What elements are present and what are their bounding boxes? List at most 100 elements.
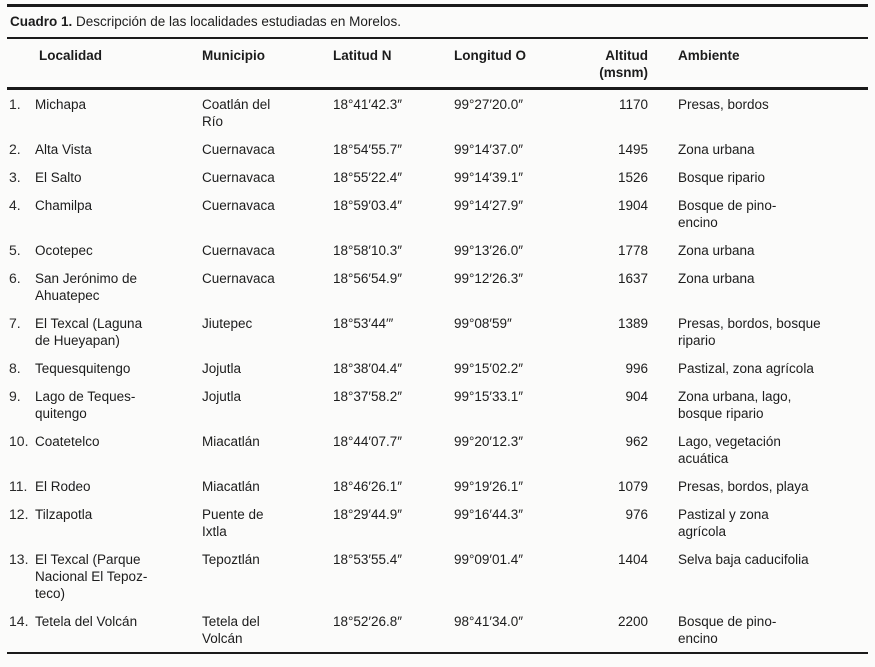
row-number: 4. <box>9 196 21 213</box>
row-number: 12. <box>9 505 29 522</box>
cell-municipio: Cuernavaca <box>202 197 275 213</box>
cell-ambiente: Zona urbana, lago, bosque ripario <box>678 388 792 421</box>
cell-localidad: Tetela del Volcán <box>35 613 138 629</box>
header-municipio: Municipio <box>202 39 333 90</box>
cell-longitud: 99°16′44.3″ <box>454 506 524 522</box>
header-longitud: Longitud O <box>454 39 572 90</box>
cell-altitud: 1079 <box>617 478 648 494</box>
cell-municipio: Cuernavaca <box>202 169 275 185</box>
table-row: 4. Chamilpa Cuernavaca 18°59′03.4″ 99°14… <box>7 191 868 236</box>
cell-latitud: 18°54′55.7″ <box>333 141 403 157</box>
cell-ambiente: Presas, bordos, playa <box>678 478 809 494</box>
row-number: 11. <box>9 477 28 494</box>
cell-localidad: Chamilpa <box>35 197 93 213</box>
cell-longitud: 98°41′34.0″ <box>454 613 524 629</box>
row-number: 9. <box>9 387 21 404</box>
cell-ambiente: Zona urbana <box>678 242 755 258</box>
row-number: 10. <box>9 432 29 449</box>
cell-latitud: 18°37′58.2″ <box>333 388 403 404</box>
cell-altitud: 996 <box>625 360 648 376</box>
cell-ambiente: Selva baja caducifolia <box>678 551 809 567</box>
row-number: 3. <box>9 168 21 185</box>
table-row: 11. El Rodeo Miacatlán 18°46′26.1″ 99°19… <box>7 472 868 500</box>
cell-localidad: El Salto <box>35 169 82 185</box>
cell-longitud: 99°15′02.2″ <box>454 360 524 376</box>
cell-longitud: 99°14′39.1″ <box>454 169 524 185</box>
cell-altitud: 1404 <box>617 551 648 567</box>
cell-localidad: El Texcal (Laguna de Hueyapan) <box>35 315 143 348</box>
cell-latitud: 18°52′26.8″ <box>333 613 403 629</box>
cell-municipio: Coatlán del Río <box>202 96 271 129</box>
row-number: 5. <box>9 241 21 258</box>
header-number-spacer <box>7 39 35 90</box>
cell-altitud: 1778 <box>617 242 648 258</box>
cell-ambiente: Pastizal y zona agrícola <box>678 506 769 539</box>
cell-localidad: Alta Vista <box>35 141 92 157</box>
row-number: 6. <box>9 269 21 286</box>
cell-altitud: 904 <box>625 388 648 404</box>
row-number: 1. <box>9 95 21 112</box>
cell-latitud: 18°56′54.9″ <box>333 270 403 286</box>
caption-text: Descripción de las localidades estudiada… <box>72 14 401 29</box>
header-latitud: Latitud N <box>333 39 454 90</box>
table-row: 2. Alta Vista Cuernavaca 18°54′55.7″ 99°… <box>7 135 868 163</box>
cell-longitud: 99°14′27.9″ <box>454 197 524 213</box>
cell-localidad: El Rodeo <box>35 478 91 494</box>
cell-localidad: Michapa <box>35 96 87 112</box>
cell-altitud: 976 <box>625 506 648 522</box>
cell-municipio: Puente de Ixtla <box>202 506 264 539</box>
cell-municipio: Cuernavaca <box>202 141 275 157</box>
table-row: 1. Michapa Coatlán del Río 18°41′42.3″ 9… <box>7 89 868 136</box>
table-row: 3. El Salto Cuernavaca 18°55′22.4″ 99°14… <box>7 163 868 191</box>
cell-localidad: Coatetelco <box>35 433 100 449</box>
table-row: 13. El Texcal (Parque Nacional El Tepoz-… <box>7 545 868 607</box>
cell-longitud: 99°12′26.3″ <box>454 270 524 286</box>
cell-localidad: Tilzapotla <box>35 506 93 522</box>
table-row: 10. Coatetelco Miacatlán 18°44′07.7″ 99°… <box>7 427 868 472</box>
header-row: Localidad Municipio Latitud N Longitud O… <box>7 39 868 90</box>
cell-latitud: 18°58′10.3″ <box>333 242 403 258</box>
cell-latitud: 18°46′26.1″ <box>333 478 403 494</box>
cell-municipio: Cuernavaca <box>202 242 275 258</box>
row-number: 14. <box>9 612 29 629</box>
localities-table: Localidad Municipio Latitud N Longitud O… <box>7 39 868 654</box>
table-row: 12. Tilzapotla Puente de Ixtla 18°29′44.… <box>7 500 868 545</box>
caption-label: Cuadro 1. <box>10 14 73 29</box>
row-number: 2. <box>9 140 21 157</box>
cell-latitud: 18°38′04.4″ <box>333 360 403 376</box>
table-row: 8. Tequesquitengo Jojutla 18°38′04.4″ 99… <box>7 354 868 382</box>
cell-longitud: 99°20′12.3″ <box>454 433 524 449</box>
cell-ambiente: Bosque de pino- encino <box>678 613 777 646</box>
cell-altitud: 1526 <box>617 169 648 185</box>
cell-ambiente: Zona urbana <box>678 270 755 286</box>
cell-longitud: 99°15′33.1″ <box>454 388 524 404</box>
cell-municipio: Jojutla <box>202 388 242 404</box>
table-caption: Cuadro 1. Descripción de las localidades… <box>7 7 868 39</box>
cell-municipio: Miacatlán <box>202 433 260 449</box>
header-localidad: Localidad <box>35 39 202 90</box>
cell-latitud: 18°44′07.7″ <box>333 433 403 449</box>
cell-localidad: San Jerónimo de Ahuatepec <box>35 270 138 303</box>
cell-localidad: Tequesquitengo <box>35 360 131 376</box>
cell-latitud: 18°41′42.3″ <box>333 96 403 112</box>
cell-ambiente: Presas, bordos, bosque ripario <box>678 315 821 348</box>
cell-longitud: 99°13′26.0″ <box>454 242 524 258</box>
cell-altitud: 1389 <box>617 315 648 331</box>
cell-localidad: Lago de Teques- quitengo <box>35 388 136 421</box>
cell-altitud: 2200 <box>617 613 648 629</box>
cell-latitud: 18°29′44.9″ <box>333 506 403 522</box>
document-page: Cuadro 1. Descripción de las localidades… <box>0 4 875 654</box>
header-altitud: Altitud (msnm) <box>572 39 648 90</box>
table-body: 1. Michapa Coatlán del Río 18°41′42.3″ 9… <box>7 89 868 654</box>
row-number: 8. <box>9 359 21 376</box>
cell-longitud: 99°27′20.0″ <box>454 96 524 112</box>
cell-municipio: Jojutla <box>202 360 242 376</box>
cell-latitud: 18°55′22.4″ <box>333 169 403 185</box>
cell-ambiente: Lago, vegetación acuática <box>678 433 781 466</box>
cell-latitud: 18°53′44′″ <box>333 315 394 331</box>
table-row: 9. Lago de Teques- quitengo Jojutla 18°3… <box>7 382 868 427</box>
table-row: 5. Ocotepec Cuernavaca 18°58′10.3″ 99°13… <box>7 236 868 264</box>
table-top-rule <box>7 4 868 7</box>
header-ambiente: Ambiente <box>648 39 868 90</box>
table-row: 14. Tetela del Volcán Tetela del Volcán … <box>7 607 868 653</box>
